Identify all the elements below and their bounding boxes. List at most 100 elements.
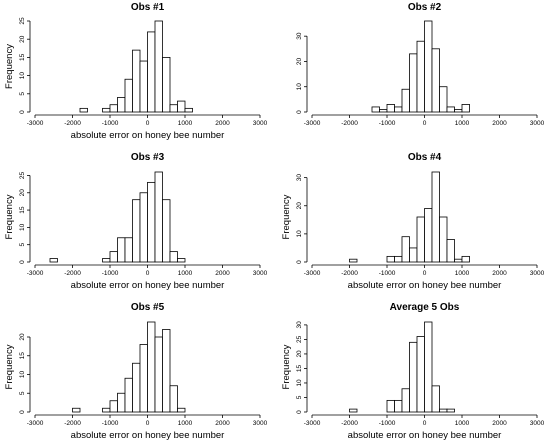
histogram-bar xyxy=(102,258,111,263)
histogram-bar xyxy=(401,388,410,413)
x-tick-label: -3000 xyxy=(27,120,44,127)
x-tick-label: 2000 xyxy=(215,270,230,277)
y-tick-label: 15 xyxy=(296,364,303,372)
x-tick-label: -2000 xyxy=(341,420,358,427)
x-tick-label: -1000 xyxy=(102,120,119,127)
histogram-bar xyxy=(386,104,395,113)
x-tick-label: -2000 xyxy=(64,120,81,127)
histogram-bar xyxy=(446,106,455,113)
histogram-bar xyxy=(139,60,148,113)
histogram-bar xyxy=(124,237,133,263)
histogram-panel-5: Obs #5 -3000 -2000 -1000 0 1000 2000 3000 0 5 10 15… xyxy=(4,302,268,441)
histogram-bar xyxy=(117,237,126,263)
histogram-bar xyxy=(401,236,410,263)
y-tick-label: 15 xyxy=(19,352,26,360)
histogram-bar xyxy=(394,255,403,263)
histogram-bar xyxy=(154,336,163,413)
y-tick-label: 0 xyxy=(296,110,303,114)
x-tick-label: -2000 xyxy=(64,420,81,427)
x-tick-label: 1000 xyxy=(178,120,193,127)
histogram-bar xyxy=(446,239,455,263)
histogram-bar xyxy=(169,251,178,263)
histogram-panel-6: Average 5 Obs-3000 -2000 -1000 0 1000 2000 300… xyxy=(281,302,545,441)
x-tick-label: 1000 xyxy=(455,420,470,427)
y-axis-label: Frequency xyxy=(4,344,15,389)
histogram-bar xyxy=(439,408,448,413)
panel-title: Obs #5 xyxy=(131,302,165,313)
histogram-bar xyxy=(409,53,418,113)
y-tick-label: 10 xyxy=(296,230,303,238)
histogram-bar xyxy=(139,192,148,263)
x-tick-label: 1000 xyxy=(455,270,470,277)
histogram-panel-2: Obs #2 -3000 -2000 -1000 0 1000 2000 3000 0 10 20 3… xyxy=(296,2,545,127)
x-tick-label: 0 xyxy=(423,120,427,127)
histogram-bar xyxy=(409,247,418,263)
histogram-bar xyxy=(439,216,448,263)
x-tick-label: 0 xyxy=(146,270,150,277)
y-tick-label: 25 xyxy=(19,17,26,25)
panel-title: Obs #1 xyxy=(131,2,165,13)
histogram-bar xyxy=(102,107,111,113)
histogram-bar xyxy=(371,106,380,113)
x-tick-label: -3000 xyxy=(304,270,321,277)
histogram-bar xyxy=(72,407,81,413)
y-tick-label: 30 xyxy=(296,321,303,329)
x-tick-label: -1000 xyxy=(102,420,119,427)
histogram-bar xyxy=(154,20,163,113)
histogram-panel-3: Obs #3 -3000 -2000 -1000 0 1000 2000 3000 0 5 10 15… xyxy=(4,152,268,291)
histogram-bar xyxy=(424,208,433,263)
x-tick-label: -2000 xyxy=(341,270,358,277)
histogram-bar xyxy=(394,399,403,413)
y-tick-label: 20 xyxy=(296,57,303,65)
histogram-bar xyxy=(147,321,156,413)
histogram-bar xyxy=(177,258,186,263)
histogram-bar xyxy=(117,97,126,113)
histogram-bar xyxy=(79,107,88,113)
x-axis-label: absolute error on honey bee number xyxy=(71,130,225,141)
y-tick-label: 30 xyxy=(296,32,303,40)
x-tick-label: 2000 xyxy=(215,420,230,427)
histogram-bar xyxy=(124,377,133,413)
histogram-bar xyxy=(461,104,470,113)
histogram-bar xyxy=(177,407,186,413)
panel-title: Obs #3 xyxy=(131,152,165,163)
x-tick-label: 1000 xyxy=(455,120,470,127)
y-axis-label: Frequency xyxy=(281,194,292,239)
panel-title: Average 5 Obs xyxy=(390,302,460,313)
histogram-bar xyxy=(431,385,440,413)
x-tick-label: 3000 xyxy=(253,270,268,277)
x-axis-label: absolute error on honey bee number xyxy=(348,430,502,441)
histogram-bar xyxy=(117,392,126,413)
histogram-bar xyxy=(386,255,395,263)
histogram-bar xyxy=(416,216,425,263)
y-axis-label: Frequency xyxy=(281,344,292,389)
y-axis-label: Frequency xyxy=(4,44,15,89)
y-tick-label: 20 xyxy=(19,35,26,43)
y-tick-label: 20 xyxy=(296,350,303,358)
histogram-bar xyxy=(147,31,156,113)
y-tick-label: 20 xyxy=(296,202,303,210)
histogram-panel-4: Obs #4 -3000 -2000 -1000 0 1000 2000 3000 0 10 20 3… xyxy=(281,152,545,291)
histogram-bar xyxy=(439,86,448,113)
x-tick-label: -2000 xyxy=(64,270,81,277)
histogram-bar xyxy=(446,408,455,413)
histogram-bar xyxy=(461,255,470,263)
x-tick-label: -2000 xyxy=(341,120,358,127)
histogram-bar xyxy=(184,107,193,113)
histogram-bar xyxy=(394,106,403,113)
y-tick-label: 0 xyxy=(19,110,26,114)
y-tick-label: 20 xyxy=(19,333,26,341)
histogram-bar xyxy=(162,57,171,113)
y-tick-label: 5 xyxy=(19,391,26,395)
y-tick-label: 15 xyxy=(19,206,26,214)
x-tick-label: 0 xyxy=(146,420,150,427)
y-tick-label: 10 xyxy=(19,223,26,231)
y-tick-label: 0 xyxy=(296,260,303,264)
x-tick-label: 2000 xyxy=(215,120,230,127)
histogram-bar xyxy=(409,341,418,413)
x-tick-label: 0 xyxy=(423,270,427,277)
y-tick-label: 10 xyxy=(19,72,26,80)
x-tick-label: 3000 xyxy=(253,420,268,427)
x-tick-label: 1000 xyxy=(178,270,193,277)
